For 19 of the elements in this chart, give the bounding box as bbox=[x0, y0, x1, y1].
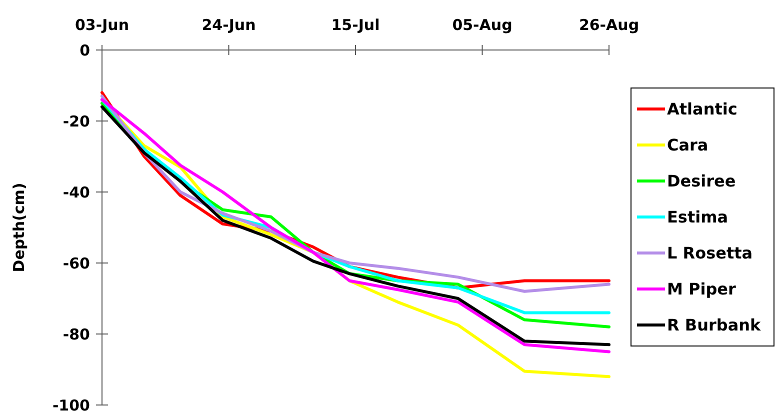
x-tick-label: 15-Jul bbox=[331, 16, 380, 34]
x-tick-label: 05-Aug bbox=[452, 16, 512, 34]
legend-label: Estima bbox=[667, 208, 728, 227]
legend-label: Cara bbox=[667, 136, 708, 155]
y-axis-title: Depth(cm) bbox=[10, 182, 28, 272]
y-tick-label: 0 bbox=[80, 41, 90, 60]
x-tick-label: 03-Jun bbox=[74, 16, 130, 34]
y-tick-label: -100 bbox=[52, 396, 90, 414]
y-tick-label: -20 bbox=[62, 112, 90, 130]
y-tick-label: -60 bbox=[62, 254, 90, 272]
legend-label: M Piper bbox=[667, 280, 736, 299]
legend-label: R Burbank bbox=[667, 316, 762, 335]
x-tick-label: 24-Jun bbox=[202, 16, 256, 34]
x-tick-label: 26-Aug bbox=[578, 16, 640, 34]
y-tick-label: -80 bbox=[62, 325, 90, 344]
legend-label: Atlantic bbox=[667, 100, 738, 119]
legend-label: Desiree bbox=[667, 172, 736, 191]
y-tick-label: -40 bbox=[62, 183, 90, 202]
legend-label: L Rosetta bbox=[667, 244, 753, 263]
